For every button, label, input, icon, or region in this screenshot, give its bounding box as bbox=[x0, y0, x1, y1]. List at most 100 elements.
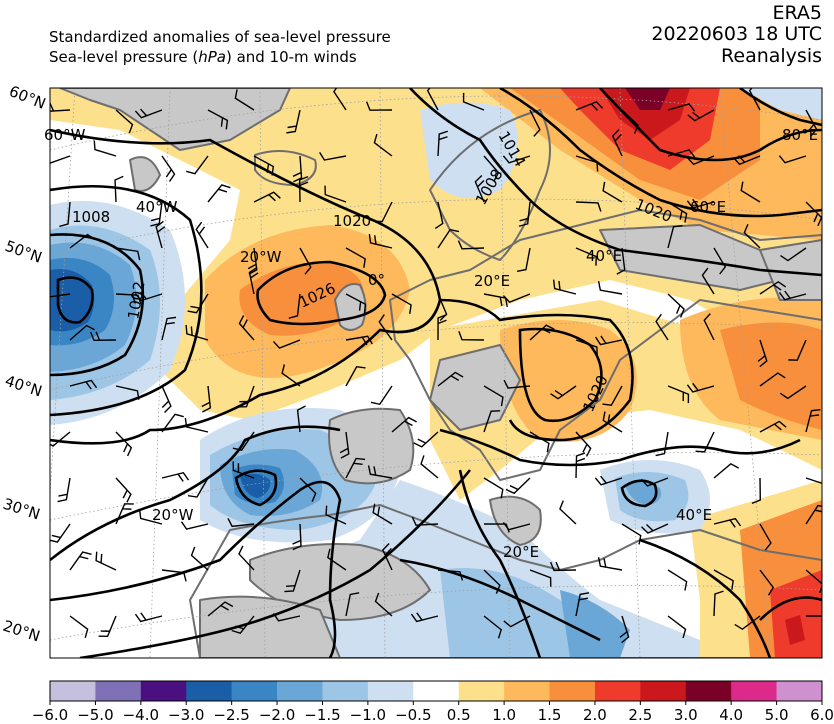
lon-label: 20°W bbox=[240, 248, 282, 266]
lon-label: 20°E bbox=[474, 272, 510, 290]
wind-barb bbox=[483, 477, 504, 499]
wind-barb bbox=[619, 615, 630, 644]
wind-barb bbox=[474, 174, 485, 203]
colorbar-tick-label: −5.0 bbox=[77, 706, 113, 724]
wind-barb bbox=[180, 521, 209, 530]
colorbar-tick-label: 3.0 bbox=[674, 706, 698, 724]
wind-barb bbox=[426, 88, 439, 111]
wind-barb bbox=[805, 109, 818, 137]
colorbar-tick-label: −6.0 bbox=[32, 706, 68, 724]
wind-barb bbox=[115, 477, 132, 503]
wind-barb bbox=[732, 155, 761, 166]
wind-barb bbox=[187, 477, 209, 498]
wind-barb bbox=[805, 615, 822, 617]
wind-barb bbox=[462, 92, 485, 111]
wind-barb bbox=[502, 521, 531, 531]
colorbar-tick-label: 2.0 bbox=[583, 706, 607, 724]
colorbar-swatch bbox=[504, 681, 550, 701]
wind-barb bbox=[114, 175, 124, 203]
wind-barb bbox=[231, 615, 255, 634]
wind-barb bbox=[597, 281, 623, 295]
dataset-label: ERA5 bbox=[772, 2, 822, 24]
colorbar-swatch bbox=[594, 681, 641, 701]
wind-barb bbox=[93, 140, 117, 157]
lon-label: 20°E bbox=[503, 543, 539, 561]
lat-label: 30°N bbox=[1, 495, 43, 524]
wind-barb bbox=[779, 385, 807, 400]
wind-barb bbox=[161, 316, 177, 341]
wind-barb bbox=[238, 315, 255, 341]
wind-barb bbox=[502, 293, 531, 303]
wind-barb bbox=[411, 516, 439, 526]
wind-barb bbox=[655, 431, 669, 457]
wind-barb bbox=[713, 590, 724, 617]
wind-barb bbox=[550, 385, 577, 400]
wind-barb bbox=[529, 109, 541, 137]
wind-barb bbox=[185, 324, 209, 341]
colorbar-swatch bbox=[731, 681, 777, 701]
wind-barb bbox=[743, 224, 761, 249]
wind-barb bbox=[483, 385, 504, 407]
wind-barb bbox=[237, 385, 255, 408]
wind-barb bbox=[195, 221, 209, 249]
lon-label: 0° bbox=[368, 271, 385, 289]
wind-barb bbox=[667, 103, 696, 112]
wind-barb bbox=[602, 385, 623, 406]
colorbar-frame bbox=[49, 680, 823, 702]
colorbar-swatch bbox=[50, 681, 96, 701]
wind-barb bbox=[345, 365, 366, 387]
wind-barb bbox=[483, 615, 503, 639]
graticule bbox=[50, 88, 822, 658]
wind-barb bbox=[437, 569, 464, 581]
uk bbox=[334, 283, 367, 331]
wind-barb bbox=[161, 413, 184, 433]
wind-barb bbox=[345, 247, 366, 268]
wind-barb bbox=[253, 155, 275, 176]
wind-barb bbox=[655, 313, 669, 341]
wind-barb bbox=[602, 181, 623, 203]
wind-barb bbox=[299, 247, 312, 275]
wind-barb bbox=[667, 149, 696, 158]
wind-barb bbox=[759, 280, 787, 295]
wind-barb bbox=[575, 201, 602, 212]
wind-barb bbox=[345, 293, 367, 314]
wind-barb bbox=[69, 615, 89, 639]
wind-barb bbox=[292, 155, 303, 183]
lat-label: 20°N bbox=[1, 617, 43, 646]
colorbar-swatch bbox=[95, 681, 142, 701]
lat-label: 40°N bbox=[3, 372, 45, 401]
wind-barb bbox=[575, 431, 592, 457]
wind-barb bbox=[529, 324, 555, 341]
wind-barb bbox=[319, 152, 347, 161]
wind-barb bbox=[161, 471, 190, 482]
wind-barb bbox=[345, 335, 373, 346]
wind-barb bbox=[701, 267, 715, 295]
wind-barb bbox=[713, 569, 734, 590]
colorbar-swatch bbox=[413, 681, 460, 701]
wind-barb bbox=[59, 201, 71, 228]
wind-barb bbox=[296, 405, 306, 433]
wind-barb bbox=[703, 313, 715, 341]
wind-barb bbox=[805, 477, 822, 485]
wind-barb bbox=[575, 247, 597, 266]
wind-barb bbox=[366, 101, 393, 111]
wind-barb bbox=[529, 431, 550, 453]
wind-barb bbox=[621, 523, 642, 545]
wind-barb bbox=[345, 457, 366, 479]
wind-barb bbox=[339, 431, 350, 459]
wind-barb bbox=[457, 240, 485, 250]
longitude-labels: 60°W 40°W 20°W 20°W 0° 20°E 40°E 60°E 80… bbox=[44, 126, 818, 561]
map-frame bbox=[49, 87, 823, 659]
wind-barb bbox=[373, 201, 393, 223]
wind-barb bbox=[284, 569, 301, 593]
lon-label: 40°W bbox=[136, 198, 178, 216]
colorbar-tick-label: −2.0 bbox=[259, 706, 295, 724]
colorbar-tick-label: −1.0 bbox=[350, 706, 386, 724]
wind-barb bbox=[138, 509, 163, 525]
wind-barb bbox=[757, 339, 768, 368]
wind-barb bbox=[232, 431, 255, 451]
lat-label: 60°N bbox=[7, 82, 49, 113]
wind-barb bbox=[713, 517, 742, 528]
wind-barb bbox=[134, 108, 163, 119]
